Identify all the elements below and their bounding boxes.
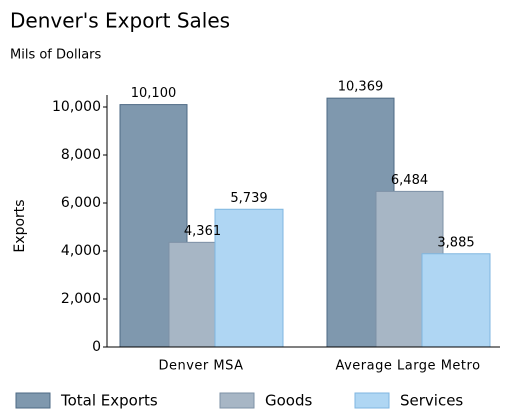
value-label: 5,739: [230, 191, 267, 206]
legend-swatch: [354, 392, 390, 409]
legend-label: Goods: [265, 392, 312, 410]
legend-label: Total Exports: [60, 392, 158, 410]
legend-swatch: [219, 392, 255, 409]
y-axis-label: Exports: [12, 199, 28, 252]
value-label: 6,484: [391, 173, 428, 188]
value-label: 10,369: [338, 80, 384, 95]
value-label: 4,361: [184, 224, 221, 239]
bar: [214, 208, 284, 348]
y-tick-label: 10,000: [52, 99, 101, 115]
chart-title: Denver's Export Sales: [10, 9, 230, 33]
y-tick-label: 0: [92, 339, 101, 355]
bar: [421, 253, 491, 348]
value-label: 3,885: [437, 235, 474, 250]
legend-label: Services: [400, 392, 463, 410]
value-label: 10,100: [131, 86, 177, 101]
y-tick-label: 4,000: [61, 243, 101, 259]
x-tick-label: Denver MSA: [158, 359, 243, 374]
y-tick-label: 2,000: [61, 291, 101, 307]
y-tick-label: 8,000: [61, 147, 101, 163]
y-tick-label: 6,000: [61, 195, 101, 211]
x-tick-label: Average Large Metro: [335, 359, 480, 374]
legend-swatch: [15, 392, 51, 409]
chart-subtitle: Mils of Dollars: [10, 48, 102, 63]
